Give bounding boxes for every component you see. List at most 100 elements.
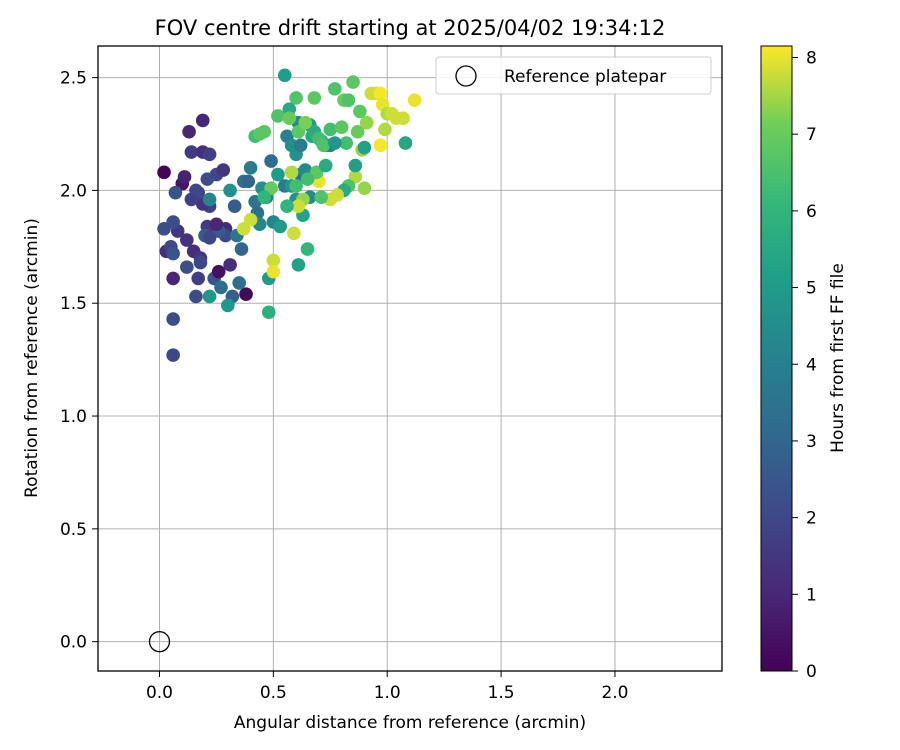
data-point [350, 124, 365, 139]
data-point [318, 158, 333, 173]
data-point [291, 199, 306, 213]
data-point [300, 172, 315, 186]
data-point [184, 192, 199, 207]
y-axis-title: Rotation from reference (arcmin) [22, 218, 42, 498]
data-point [189, 289, 203, 304]
data-point [291, 258, 306, 272]
x-tick-label: 2.0 [601, 683, 628, 703]
colorbar-tick-label: 4 [806, 355, 817, 375]
y-axis-ticks: 0.0 0.5 1.0 1.5 2.0 2.5 [60, 69, 98, 653]
data-point [334, 120, 349, 135]
data-point [346, 75, 360, 89]
data-point [191, 271, 206, 286]
legend-box [435, 56, 712, 95]
chart-title: FOV centre drift starting at 2025/04/02 … [155, 16, 666, 40]
y-tick-label: 0.0 [60, 633, 87, 653]
data-point [328, 82, 342, 96]
data-point [277, 68, 292, 83]
data-point [177, 170, 192, 184]
data-point [271, 167, 285, 182]
data-point [182, 124, 196, 139]
x-tick-label: 1.0 [374, 683, 401, 703]
data-point [202, 147, 217, 162]
data-point [264, 154, 278, 168]
data-point [289, 179, 303, 193]
reference-point [148, 631, 171, 653]
colorbar-tick-label: 6 [806, 202, 817, 222]
data-point [239, 287, 253, 301]
data-point [202, 289, 217, 304]
data-point [257, 190, 272, 204]
data-point [289, 91, 303, 105]
colorbar-title: Hours from first FF file [828, 263, 848, 453]
data-point [193, 255, 208, 270]
data-point [202, 230, 217, 245]
legend: Reference platepar [435, 56, 712, 95]
data-point [180, 233, 194, 247]
data-point [316, 138, 331, 153]
data-point [359, 115, 374, 130]
x-tick-label: 1.5 [488, 683, 515, 703]
colorbar-tick-label: 3 [806, 432, 817, 452]
data-point [407, 93, 422, 107]
data-point [284, 165, 299, 180]
data-point [214, 280, 228, 295]
data-point [373, 138, 388, 153]
data-point [166, 312, 180, 326]
legend-marker-icon [455, 65, 477, 87]
data-point [357, 140, 372, 155]
data-point [307, 91, 322, 105]
data-point [221, 298, 235, 313]
data-point [223, 258, 237, 272]
data-point [166, 271, 180, 286]
data-point [339, 136, 354, 150]
data-point [280, 199, 294, 213]
data-point [273, 219, 287, 234]
data-point [266, 264, 281, 279]
colorbar-tick-label: 5 [806, 279, 817, 299]
plot-frame [97, 45, 723, 672]
y-tick-label: 2.0 [60, 181, 87, 201]
data-point [184, 145, 199, 159]
data-point [180, 260, 194, 274]
colorbar-tick-label: 1 [806, 585, 817, 605]
colorbar-gradient [760, 45, 793, 672]
colorbar-tick-label: 8 [806, 49, 817, 69]
data-point [166, 246, 180, 261]
x-tick-label: 0.0 [146, 683, 173, 703]
data-point [314, 190, 328, 204]
colorbar-ticks: 0 1 2 3 4 5 6 7 8 [792, 49, 817, 682]
data-point [328, 136, 342, 150]
data-point [211, 264, 226, 279]
data-point [168, 185, 183, 200]
data-point [262, 305, 276, 320]
data-point [378, 122, 392, 137]
y-tick-label: 1.5 [60, 294, 87, 314]
data-point [202, 192, 217, 207]
data-point [227, 199, 242, 213]
data-point [357, 181, 372, 195]
data-point [216, 163, 231, 177]
data-point [323, 122, 338, 137]
x-axis-title: Angular distance from reference (arcmin) [234, 713, 586, 733]
data-point [300, 242, 315, 256]
data-point [209, 217, 224, 232]
data-point [341, 93, 356, 107]
data-point [232, 276, 246, 290]
data-point [157, 165, 171, 180]
colorbar-tick-label: 0 [806, 662, 817, 682]
data-point [166, 348, 180, 362]
y-tick-label: 1.0 [60, 407, 87, 427]
data-point [223, 183, 237, 198]
data-point [293, 138, 308, 153]
colorbar-tick-label: 7 [806, 125, 817, 145]
data-point [243, 161, 258, 175]
x-tick-label: 0.5 [260, 683, 287, 703]
data-point [195, 113, 210, 128]
data-point [282, 111, 297, 126]
data-point [287, 226, 301, 241]
data-point [396, 111, 410, 126]
data-point [234, 242, 249, 256]
